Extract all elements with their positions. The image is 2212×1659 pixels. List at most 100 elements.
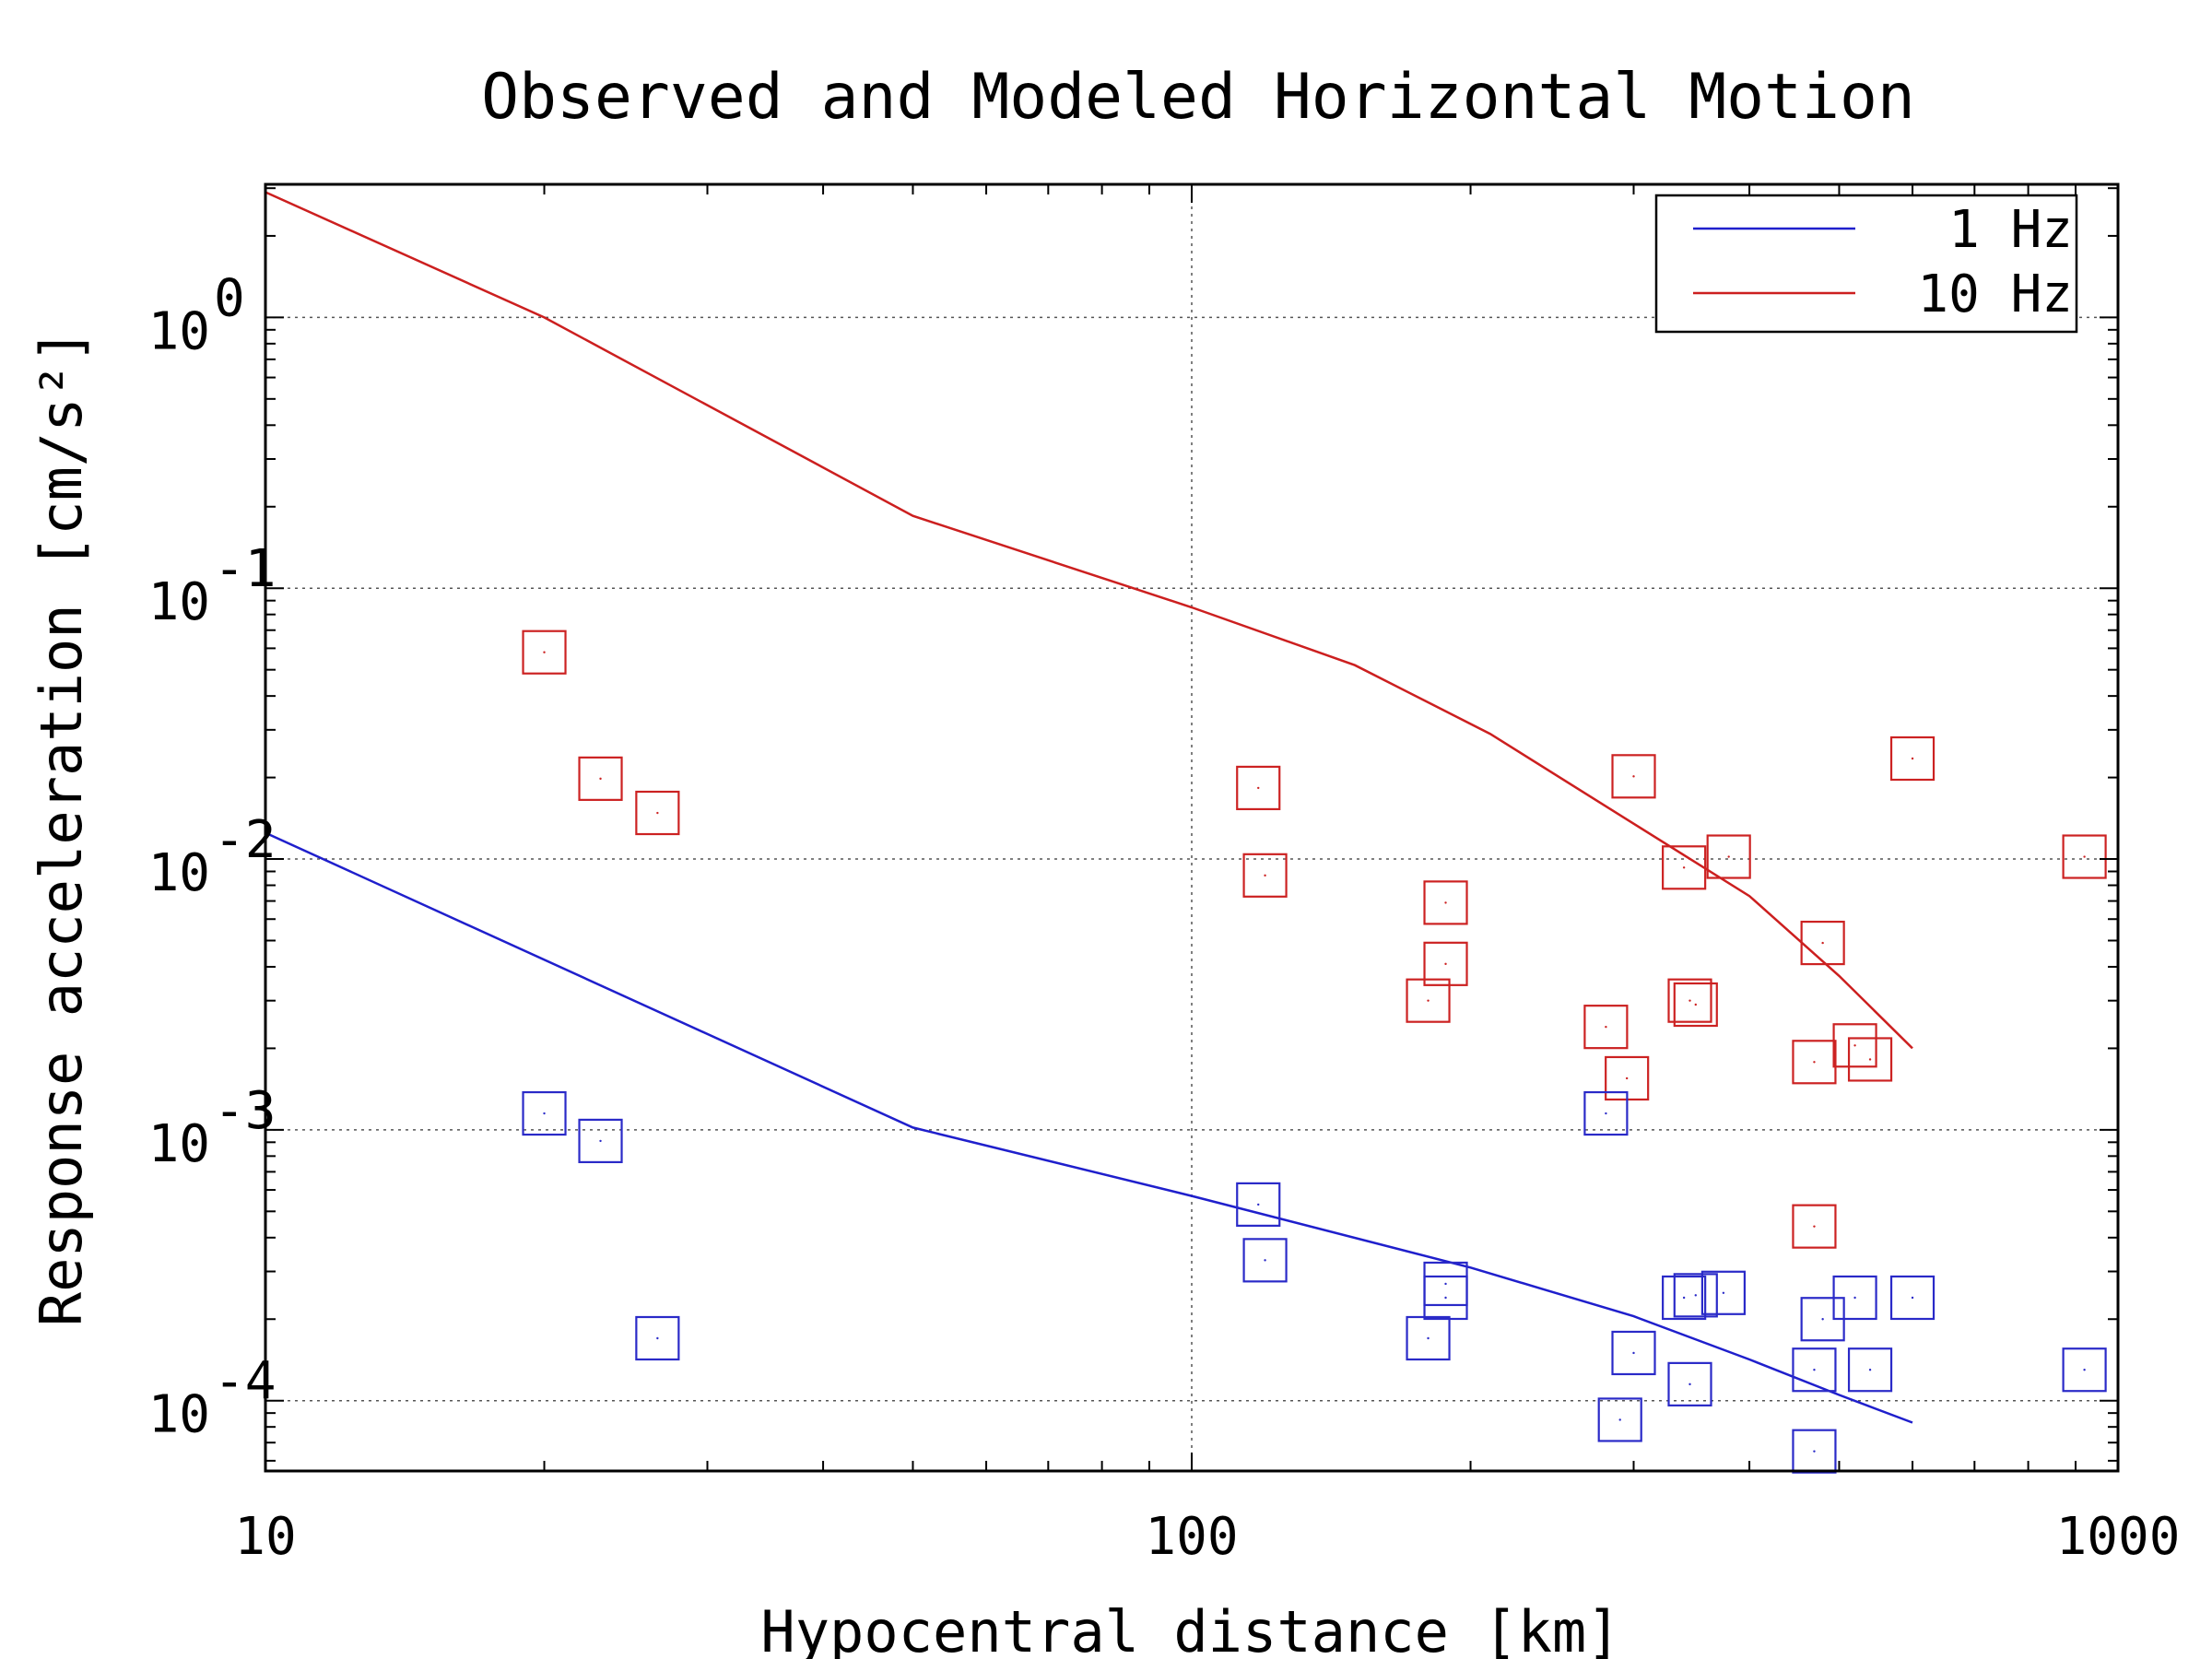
data-point-marker [1847, 1037, 1893, 1082]
y-tick-exponent: -1 [214, 539, 276, 599]
legend-box [1654, 194, 2078, 334]
x-tick-label: 1000 [2056, 1507, 2181, 1567]
data-point-center [1821, 941, 1824, 945]
data-point-center [599, 1139, 602, 1143]
data-point-marker [1423, 941, 1468, 986]
data-point-marker [2062, 834, 2107, 879]
series-line-0 [265, 831, 1913, 1424]
y-axis-label: Response acceleration [cm/s²] [28, 329, 95, 1327]
data-point-center [656, 811, 659, 815]
data-point-center [1868, 1369, 1872, 1371]
y-tick-exponent: 0 [214, 268, 245, 328]
data-point-center [1632, 775, 1635, 778]
data-point-marker [522, 629, 567, 675]
data-point-center [1605, 1025, 1607, 1029]
data-point-center [543, 651, 546, 653]
data-point-center [656, 1336, 659, 1340]
data-point-marker [1423, 1275, 1468, 1321]
data-point-center [1444, 1282, 1447, 1286]
data-point-center [1264, 1259, 1266, 1262]
data-point-center [1727, 855, 1730, 858]
data-point-marker [1706, 834, 1751, 879]
data-point-marker [1700, 1270, 1747, 1315]
data-point-marker [1236, 765, 1281, 811]
data-point-marker [1832, 1023, 1877, 1068]
data-point-marker [1792, 1429, 1837, 1474]
data-point-marker [578, 1118, 623, 1164]
x-axis-label: Hypocentral distance [km] [760, 1598, 1620, 1659]
y-tick-exponent: -3 [214, 1081, 276, 1141]
data-point-center [2083, 1369, 2086, 1371]
data-point-marker [1583, 1005, 1629, 1050]
y-tick-label: 10 [148, 572, 210, 632]
data-point-center [1821, 1318, 1824, 1321]
series-line-1 [265, 191, 1913, 1050]
data-point-center [1618, 1418, 1621, 1421]
data-point-center [1257, 1203, 1260, 1206]
data-point-center [1444, 901, 1447, 904]
data-point-center [1868, 1058, 1872, 1061]
chart-title: Observed and Modeled Horizontal Motion [481, 61, 1915, 134]
data-point-center [1264, 874, 1266, 877]
data-point-marker [1832, 1275, 1877, 1321]
data-point-marker [1242, 1238, 1288, 1283]
data-point-marker [1673, 982, 1718, 1028]
data-point-center [1444, 1296, 1447, 1300]
data-point-marker [578, 756, 623, 801]
data-point-marker [1667, 1361, 1712, 1406]
legend-label: 10 Hz [1917, 265, 2073, 324]
data-point-center [1632, 1351, 1635, 1355]
x-tick-label: 100 [1145, 1507, 1238, 1567]
plot-series [265, 191, 2107, 1474]
data-point-center [1427, 1336, 1430, 1340]
data-point-marker [1597, 1397, 1642, 1442]
data-point-center [1813, 1061, 1816, 1064]
data-point-center [599, 777, 602, 781]
data-point-center [543, 1112, 546, 1115]
data-point-marker [1800, 920, 1845, 966]
data-point-marker [1611, 754, 1656, 799]
data-point-marker [1662, 1275, 1707, 1321]
data-point-marker [1236, 1182, 1281, 1227]
data-point-marker [1406, 1315, 1451, 1361]
data-point-center [1853, 1296, 1856, 1300]
data-point-center [2083, 855, 2086, 858]
data-point-center [1722, 1291, 1725, 1294]
y-tick-label: 10 [148, 301, 210, 361]
data-point-center [1444, 962, 1447, 966]
data-point-marker [1889, 1275, 1936, 1321]
x-tick-label: 10 [234, 1507, 296, 1567]
data-point-marker [1667, 978, 1712, 1023]
data-point-marker [1792, 1040, 1837, 1085]
y-tick-exponent: -4 [214, 1352, 276, 1412]
data-point-center [1682, 1296, 1686, 1300]
data-point-center [1911, 757, 1914, 760]
data-point-marker [1847, 1347, 1893, 1393]
y-tick-exponent: -2 [214, 810, 276, 870]
data-point-center [1694, 1003, 1697, 1006]
data-point-marker [1662, 845, 1707, 890]
data-point-center [1694, 1294, 1697, 1297]
data-point-marker [635, 790, 680, 836]
data-point-marker [1673, 1273, 1718, 1318]
data-point-center [1911, 1296, 1914, 1300]
data-point-center [1688, 999, 1691, 1002]
data-point-center [1605, 1112, 1607, 1115]
data-point-center [1682, 866, 1686, 869]
y-tick-label: 10 [148, 1385, 210, 1445]
data-point-center [1257, 786, 1260, 790]
data-point-center [1688, 1382, 1691, 1386]
y-tick-label: 10 [148, 1114, 210, 1174]
data-point-marker [1423, 880, 1468, 925]
data-point-marker [1792, 1347, 1837, 1393]
data-point-marker [1583, 1090, 1629, 1136]
data-point-center [1813, 1369, 1816, 1371]
data-point-marker [2062, 1347, 2107, 1393]
data-point-center [1813, 1225, 1816, 1228]
data-point-center [1813, 1450, 1816, 1453]
y-tick-label: 10 [148, 843, 210, 903]
data-point-center [1853, 1044, 1856, 1047]
data-point-marker [1611, 1330, 1656, 1376]
